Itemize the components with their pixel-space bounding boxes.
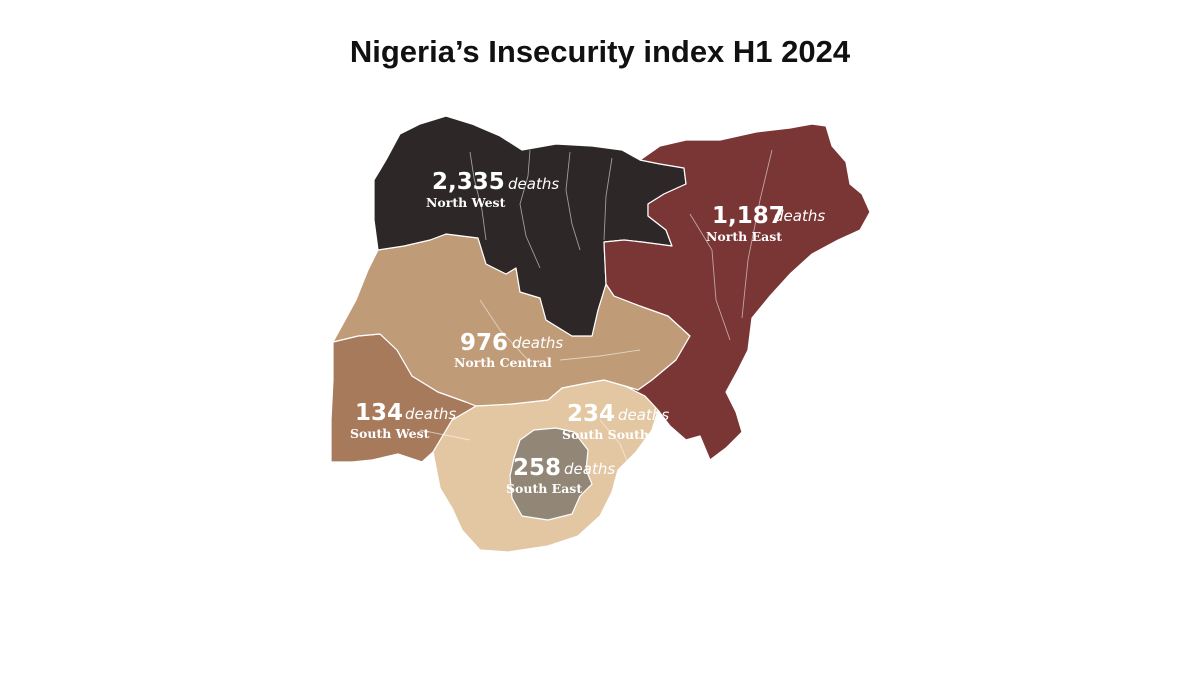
region-name: South South: [562, 427, 649, 442]
label-north-central: 976 deaths North Central: [454, 330, 563, 370]
region-name: North Central: [454, 355, 552, 370]
deaths-count: 976: [460, 330, 508, 356]
deaths-unit: deaths: [564, 460, 615, 478]
label-south-south: 234 deaths South South: [562, 401, 669, 442]
deaths-count: 134: [355, 400, 403, 426]
deaths-count: 2,335: [432, 169, 505, 195]
label-south-west: 134 deaths South West: [350, 400, 456, 441]
deaths-count: 1,187: [712, 203, 785, 229]
region-name: South East: [506, 481, 582, 496]
deaths-unit: deaths: [405, 405, 456, 423]
deaths-unit: deaths: [774, 207, 825, 225]
deaths-unit: deaths: [618, 406, 669, 424]
label-south-east: 258 deaths South East: [506, 455, 615, 496]
region-name: North West: [426, 195, 506, 210]
region-name: North East: [706, 229, 782, 244]
map-title: Nigeria’s Insecurity index H1 2024: [349, 34, 851, 69]
region-south-east[interactable]: [509, 427, 593, 521]
deaths-unit: deaths: [508, 175, 559, 193]
label-north-west: 2,335 deaths North West: [426, 169, 559, 210]
region-name: South West: [350, 426, 430, 441]
deaths-unit: deaths: [512, 334, 563, 352]
label-north-east: 1,187 deaths North East: [706, 203, 825, 244]
deaths-count: 234: [567, 401, 615, 427]
region-north-east[interactable]: [603, 123, 871, 461]
deaths-count: 258: [513, 455, 561, 481]
